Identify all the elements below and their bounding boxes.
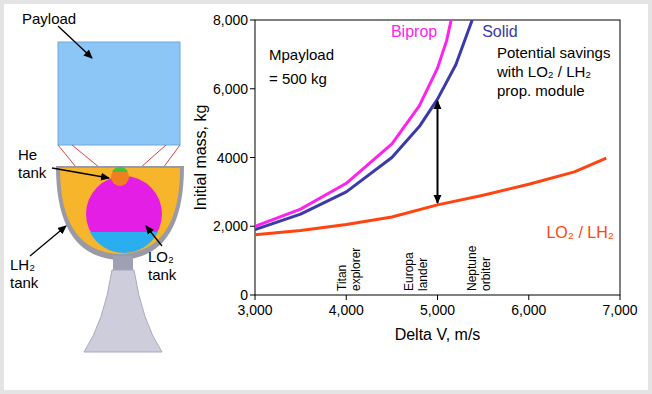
annotation-line: prop. module: [497, 82, 585, 99]
savings-arrow: [437, 101, 439, 203]
y-tick: [250, 157, 255, 158]
panel: [4, 4, 648, 390]
chart: 3,000 4,000 5,000 6,000 7,000 0 2,000 4000 6,000…: [192, 12, 638, 343]
mission-label-line: lander: [416, 258, 430, 291]
adapter-strut: [140, 145, 166, 168]
annotation: Mpayload = 500 kg: [269, 46, 334, 87]
x-tick-label: 6,000: [511, 302, 546, 318]
lh2-tank: [60, 168, 180, 254]
mission-label: Titanexplorer: [335, 248, 363, 291]
part-label-line: LO₂: [148, 248, 174, 265]
leader-arrow: [52, 168, 109, 178]
mission-label: Neptuneorbiter: [465, 245, 493, 291]
part-label: LO₂tank: [148, 248, 177, 283]
mission-label-line: Neptune: [465, 245, 479, 291]
y-tick: [250, 88, 255, 89]
series-label: Solid: [482, 23, 518, 40]
part-label: LH₂tank: [10, 256, 39, 291]
annotation-line: Mpayload: [269, 46, 334, 63]
x-tick-label: 5,000: [420, 302, 455, 318]
x-tick: [437, 295, 438, 300]
part-label-line: He: [18, 146, 37, 163]
y-axis-title: Initial mass, kg: [192, 105, 209, 211]
part-label-line: tank: [18, 164, 47, 181]
part-label-line: tank: [148, 266, 177, 283]
y-tick: [250, 226, 255, 227]
part-label: Payload: [22, 10, 76, 27]
annotation: Potential savings with LO₂ / LH₂ prop. mod…: [496, 44, 610, 99]
mission-label-line: explorer: [349, 248, 363, 291]
y-tick-label: 6,000: [213, 81, 248, 97]
y-tick: [250, 295, 255, 296]
annotation-line: = 500 kg: [269, 70, 327, 87]
part-label-line: LH₂: [10, 256, 35, 273]
diagram: PayloadHetankLH₂tankLO₂tank: [10, 10, 184, 352]
annotation-line: Potential savings: [497, 44, 610, 61]
y-tick-label: 0: [240, 287, 248, 303]
part-label-line: Payload: [22, 10, 76, 27]
y-tick-label: 4000: [217, 150, 248, 166]
y-tick-label: 2,000: [213, 218, 248, 234]
x-tick-label: 7,000: [602, 302, 637, 318]
x-tick-label: 3,000: [237, 302, 272, 318]
plot-frame: [255, 20, 620, 295]
x-axis-title: Delta V, m/s: [395, 326, 481, 343]
y-tick: [250, 20, 255, 21]
mission-label-line: Titan: [335, 265, 349, 291]
leader-arrow: [146, 226, 162, 246]
leader-arrow: [58, 26, 92, 58]
he-tank: [111, 168, 129, 186]
y-tick-label: 8,000: [213, 12, 248, 28]
part-label: Hetank: [18, 146, 47, 181]
mission-label: Europalander: [402, 252, 430, 291]
x-tick-label: 4,000: [329, 302, 364, 318]
payload-box: [58, 42, 180, 145]
he-tank-cap: [112, 167, 128, 172]
mission-label-line: orbiter: [479, 257, 493, 291]
nozzle-throat: [113, 256, 133, 270]
annotation-line: with LO₂ / LH₂: [496, 63, 591, 80]
lh2-tank-rim: [56, 166, 184, 260]
series-line: [255, 20, 472, 230]
x-tick: [528, 295, 529, 300]
x-tick: [346, 295, 347, 300]
figure: PayloadHetankLH₂tankLO₂tank3,0004,0005,0…: [0, 0, 652, 394]
x-tick: [255, 295, 256, 300]
part-label-line: tank: [10, 274, 39, 291]
leader-arrow: [30, 226, 66, 256]
series-label: Biprop: [391, 23, 437, 40]
x-tick: [620, 295, 621, 300]
mission-label-line: Europa: [402, 252, 416, 291]
adapter-strut: [72, 145, 100, 168]
series-label: LO₂ / LH₂: [546, 224, 614, 241]
